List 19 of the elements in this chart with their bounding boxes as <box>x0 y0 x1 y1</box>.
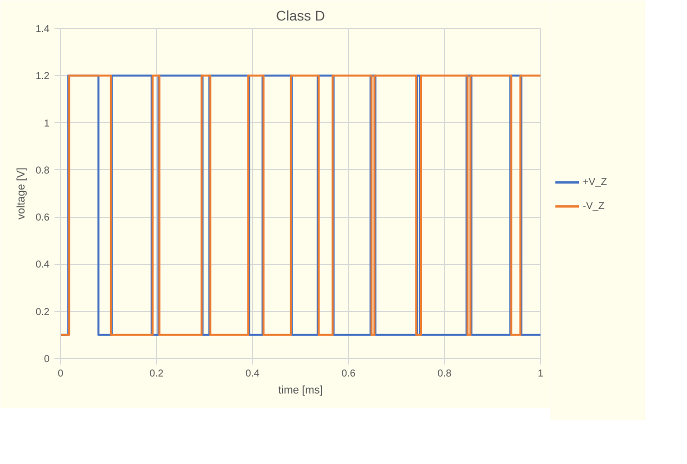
x-tick-label: 0.8 <box>438 368 452 380</box>
x-tick-label: 1 <box>538 368 544 380</box>
legend-label: -V_Z <box>582 200 604 212</box>
y-tick-label: 1.2 <box>36 71 50 82</box>
y-tick-label: 0 <box>44 354 50 365</box>
y-tick-label: 0.8 <box>36 165 50 176</box>
x-tick-label: 0.6 <box>342 368 356 380</box>
y-axis-title: voltage [V] <box>16 168 28 220</box>
y-tick-label: 1 <box>44 118 50 130</box>
y-tick-label: 0.2 <box>36 306 50 318</box>
legend-label: +V_Z <box>582 176 607 188</box>
x-tick-label: 0.4 <box>246 368 260 380</box>
chart-title: Class D <box>276 8 326 24</box>
x-tick-label: 0 <box>58 368 64 380</box>
y-tick-label: 1.4 <box>36 24 50 35</box>
y-tick-label: 0.4 <box>36 260 50 271</box>
x-tick-label: 0.2 <box>150 368 164 380</box>
y-tick-label: 0.6 <box>36 212 50 224</box>
x-axis-title: time [ms] <box>278 384 323 396</box>
